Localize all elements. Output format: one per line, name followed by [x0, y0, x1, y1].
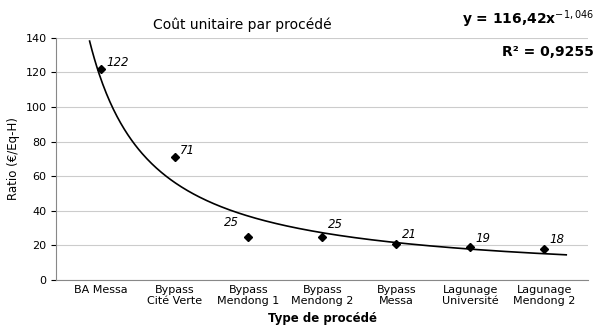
Text: 25: 25 [328, 218, 343, 231]
Y-axis label: Ratio (€/Eq-H): Ratio (€/Eq-H) [7, 118, 20, 200]
Text: R² = 0,9255: R² = 0,9255 [502, 45, 594, 59]
Text: 21: 21 [402, 228, 417, 241]
Text: 25: 25 [223, 216, 238, 229]
Text: 122: 122 [106, 56, 129, 69]
Text: y = 116,42x$^{-1,046}$: y = 116,42x$^{-1,046}$ [461, 9, 594, 30]
X-axis label: Type de procédé: Type de procédé [268, 312, 377, 325]
Text: 18: 18 [550, 233, 565, 246]
Title: Coût unitaire par procédé: Coût unitaire par procédé [153, 18, 332, 32]
Text: 71: 71 [180, 144, 195, 157]
Text: 19: 19 [476, 232, 491, 245]
